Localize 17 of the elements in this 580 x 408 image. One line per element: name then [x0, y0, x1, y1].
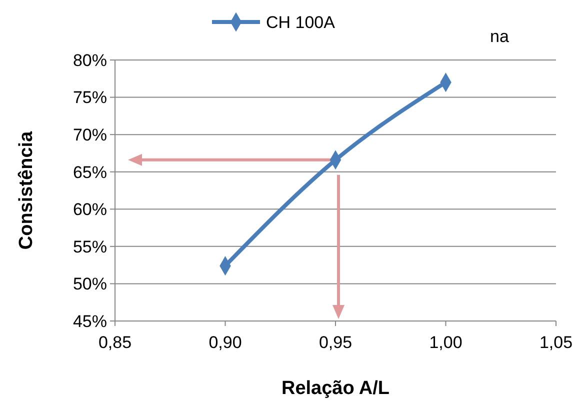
y-axis-title: Consistência — [16, 130, 37, 250]
text: na — [490, 27, 510, 46]
y-tick-label: 80% — [72, 50, 107, 70]
x-tick-label: 0,95 — [318, 333, 352, 352]
y-tick-label: 60% — [72, 200, 107, 220]
y-tick-label: 45% — [72, 312, 107, 331]
y-tick-label: 55% — [72, 237, 107, 256]
y-tick-label: 70% — [72, 126, 107, 145]
x-axis-title: Relação A/L — [281, 378, 390, 399]
x-tick-label: 1,05 — [539, 333, 573, 352]
y-tick-label: 75% — [72, 88, 107, 108]
x-tick-label: 0,85 — [98, 333, 132, 352]
y-tick-label: 65% — [72, 162, 107, 182]
x-tick-label: 0,90 — [208, 333, 242, 352]
legend-label: CH 100A — [266, 12, 336, 32]
y-tick-label: 50% — [72, 274, 107, 294]
x-tick-label: 1,00 — [429, 333, 462, 352]
